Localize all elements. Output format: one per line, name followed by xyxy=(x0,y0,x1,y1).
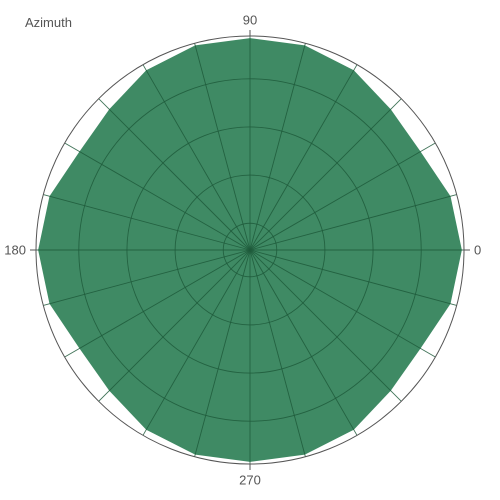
spoke-225 xyxy=(98,249,251,402)
angle-tick-label-90: 90 xyxy=(243,13,257,28)
spoke-60 xyxy=(249,64,358,251)
spoke-195 xyxy=(43,249,251,306)
spoke-345 xyxy=(249,249,457,306)
spoke-30 xyxy=(249,142,436,251)
spoke-255 xyxy=(194,249,251,457)
spoke-285 xyxy=(249,249,306,457)
spoke-210 xyxy=(64,249,251,358)
spoke-240 xyxy=(142,249,251,436)
spoke-75 xyxy=(249,43,306,251)
angle-tick-label-270: 270 xyxy=(239,473,261,488)
spoke-165 xyxy=(43,194,251,251)
angle-tick-label-180: 180 xyxy=(4,243,26,258)
chart-title: Azimuth xyxy=(25,15,72,30)
spoke-315 xyxy=(249,249,402,402)
spoke-45 xyxy=(249,98,402,251)
spoke-15 xyxy=(249,194,457,251)
angle-tick-label-0: 0 xyxy=(474,243,481,258)
spoke-330 xyxy=(249,249,436,358)
spoke-300 xyxy=(249,249,358,436)
spoke-120 xyxy=(142,64,251,251)
spoke-105 xyxy=(194,43,251,251)
spoke-135 xyxy=(98,98,251,251)
spoke-150 xyxy=(64,142,251,251)
